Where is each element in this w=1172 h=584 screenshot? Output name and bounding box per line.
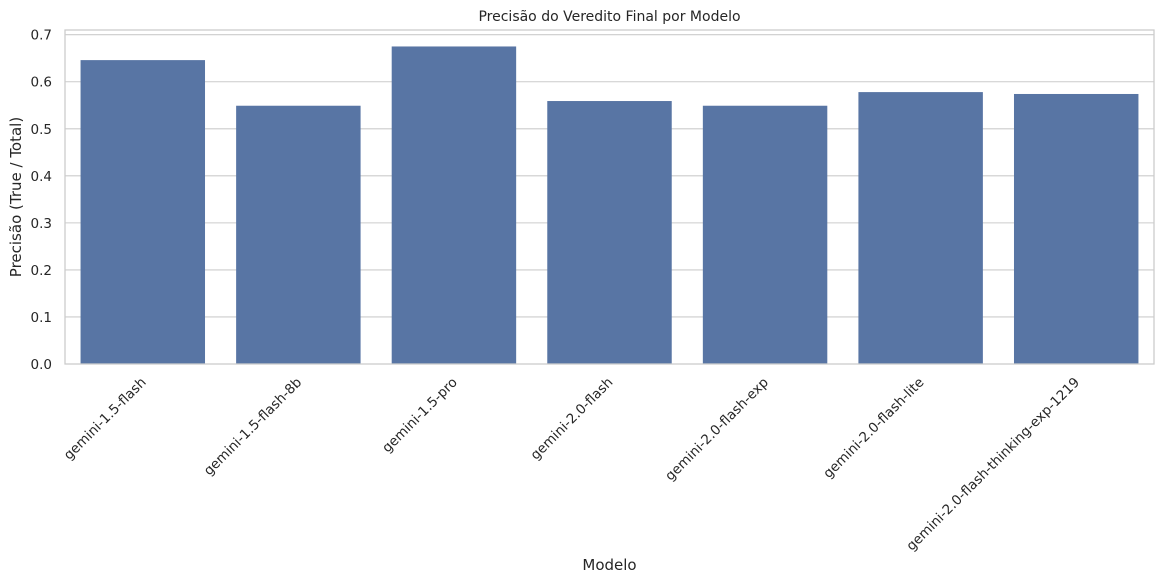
y-tick-label: 0.3	[31, 216, 52, 232]
bar-gemini-2.0-flash	[547, 101, 672, 364]
y-tick-label: 0.7	[31, 28, 52, 44]
bar-gemini-2.0-flash-exp	[702, 105, 828, 364]
bar-gemini-2.0-flash-thinking-exp-1219	[1013, 93, 1139, 364]
x-tick-label: gemini-2.0-flash-thinking-exp-1219	[903, 375, 1083, 555]
bar-gemini-1.5-pro	[391, 46, 517, 365]
bars	[80, 46, 1139, 365]
x-tick-label: gemini-2.0-flash-exp	[662, 375, 772, 485]
x-axis-label: Modelo	[582, 556, 636, 574]
x-tick-label: gemini-2.0-flash-lite	[820, 375, 927, 482]
y-tick-label: 0.2	[31, 263, 52, 279]
y-tick-label: 0.5	[31, 122, 52, 138]
x-tick-labels: gemini-1.5-flash gemini-1.5-flash-8b gemin…	[61, 375, 1083, 555]
y-tick-label: 0.1	[31, 310, 52, 326]
x-tick-label: gemini-1.5-pro	[379, 375, 461, 457]
bar-gemini-1.5-flash	[80, 60, 206, 364]
bar-gemini-1.5-flash-8b	[236, 105, 361, 364]
y-tick-label: 0.0	[31, 357, 52, 373]
plot-frame	[64, 29, 1155, 365]
x-tick-label: gemini-1.5-flash	[61, 375, 150, 464]
bar-gemini-2.0-flash-lite	[858, 92, 983, 365]
x-tick-label: gemini-2.0-flash	[527, 375, 616, 464]
y-tick-label: 0.6	[31, 75, 52, 91]
chart-title: Precisão do Veredito Final por Modelo	[478, 9, 740, 25]
y-tick-labels: 0.0 0.1 0.2 0.3 0.4 0.5 0.6 0.7	[31, 28, 52, 373]
x-tick-label: gemini-1.5-flash-8b	[201, 375, 305, 479]
y-axis-label: Precisão (True / Total)	[7, 117, 25, 277]
y-tick-label: 0.4	[31, 169, 52, 185]
